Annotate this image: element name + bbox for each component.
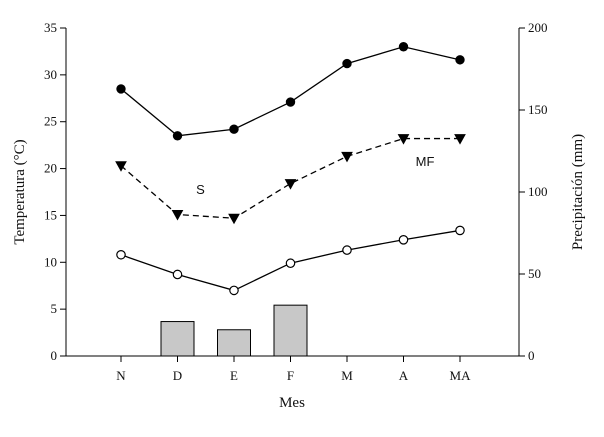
series-line bbox=[120, 137, 460, 219]
annotation-label: S bbox=[196, 182, 205, 197]
x-tick-label: A bbox=[399, 368, 409, 383]
data-point bbox=[172, 131, 183, 141]
left-y-tick-label: 0 bbox=[51, 348, 58, 363]
left-y-tick-label: 15 bbox=[44, 207, 57, 222]
right-y-tick-label: 0 bbox=[528, 348, 535, 363]
data-point bbox=[398, 234, 409, 245]
precipitation-bar bbox=[273, 304, 308, 357]
precipitation-bars bbox=[160, 304, 308, 357]
data-point bbox=[172, 269, 183, 280]
data-point bbox=[229, 285, 239, 296]
data-point bbox=[455, 225, 465, 236]
data-point bbox=[342, 58, 352, 69]
y2-axis-title: Precipitación (mm) bbox=[570, 134, 586, 250]
x-tick-label: D bbox=[173, 368, 182, 383]
data-point bbox=[398, 42, 409, 52]
x-ticks: N D E F M A MA bbox=[116, 356, 471, 383]
data-point bbox=[342, 245, 352, 255]
data-point bbox=[115, 161, 127, 172]
x-tick-label: F bbox=[287, 368, 294, 383]
x-tick-label: E bbox=[230, 368, 238, 383]
left-y-tick-label: 20 bbox=[44, 161, 57, 176]
x-axis-title: Mes bbox=[279, 395, 305, 411]
data-point bbox=[341, 151, 353, 163]
data-point bbox=[171, 209, 184, 221]
left-y-tick-label: 25 bbox=[44, 114, 57, 129]
x-tick-label: M bbox=[341, 368, 353, 383]
right-y-tick-label: 50 bbox=[528, 266, 541, 281]
y-axis-title: Temperatura (°C) bbox=[12, 139, 28, 244]
left-y-tick-label: 30 bbox=[44, 67, 57, 82]
left-y-tick-label: 10 bbox=[44, 254, 57, 269]
x-tick-label: MA bbox=[450, 368, 472, 383]
series-1 bbox=[116, 42, 465, 141]
annotation-label: MF bbox=[416, 154, 435, 169]
data-point bbox=[455, 55, 465, 65]
data-point bbox=[397, 134, 410, 145]
data-point bbox=[116, 84, 126, 94]
data-point bbox=[284, 179, 297, 190]
right-y-tick-label: 200 bbox=[528, 20, 548, 35]
data-point bbox=[228, 213, 240, 225]
series-2 bbox=[115, 134, 466, 225]
temperature-series bbox=[115, 42, 466, 296]
data-point bbox=[229, 124, 239, 134]
left-y-ticks: 0 5 10 15 20 25 30 35 bbox=[44, 20, 66, 363]
right-y-tick-label: 100 bbox=[528, 184, 548, 199]
series-line bbox=[120, 46, 461, 137]
left-y-tick-label: 5 bbox=[51, 301, 58, 316]
right-y-tick-label: 150 bbox=[528, 102, 548, 117]
left-y-tick-label: 35 bbox=[44, 20, 57, 35]
precipitation-bar bbox=[217, 329, 251, 357]
annotations: S MF bbox=[196, 154, 434, 197]
data-point bbox=[116, 249, 126, 260]
series-3 bbox=[116, 225, 465, 296]
precipitation-bar bbox=[160, 321, 195, 357]
data-point bbox=[285, 97, 296, 107]
right-y-ticks: 0 50 100 150 200 bbox=[519, 20, 548, 363]
x-tick-label: N bbox=[116, 368, 126, 383]
data-point bbox=[285, 258, 296, 269]
data-point bbox=[454, 134, 466, 145]
